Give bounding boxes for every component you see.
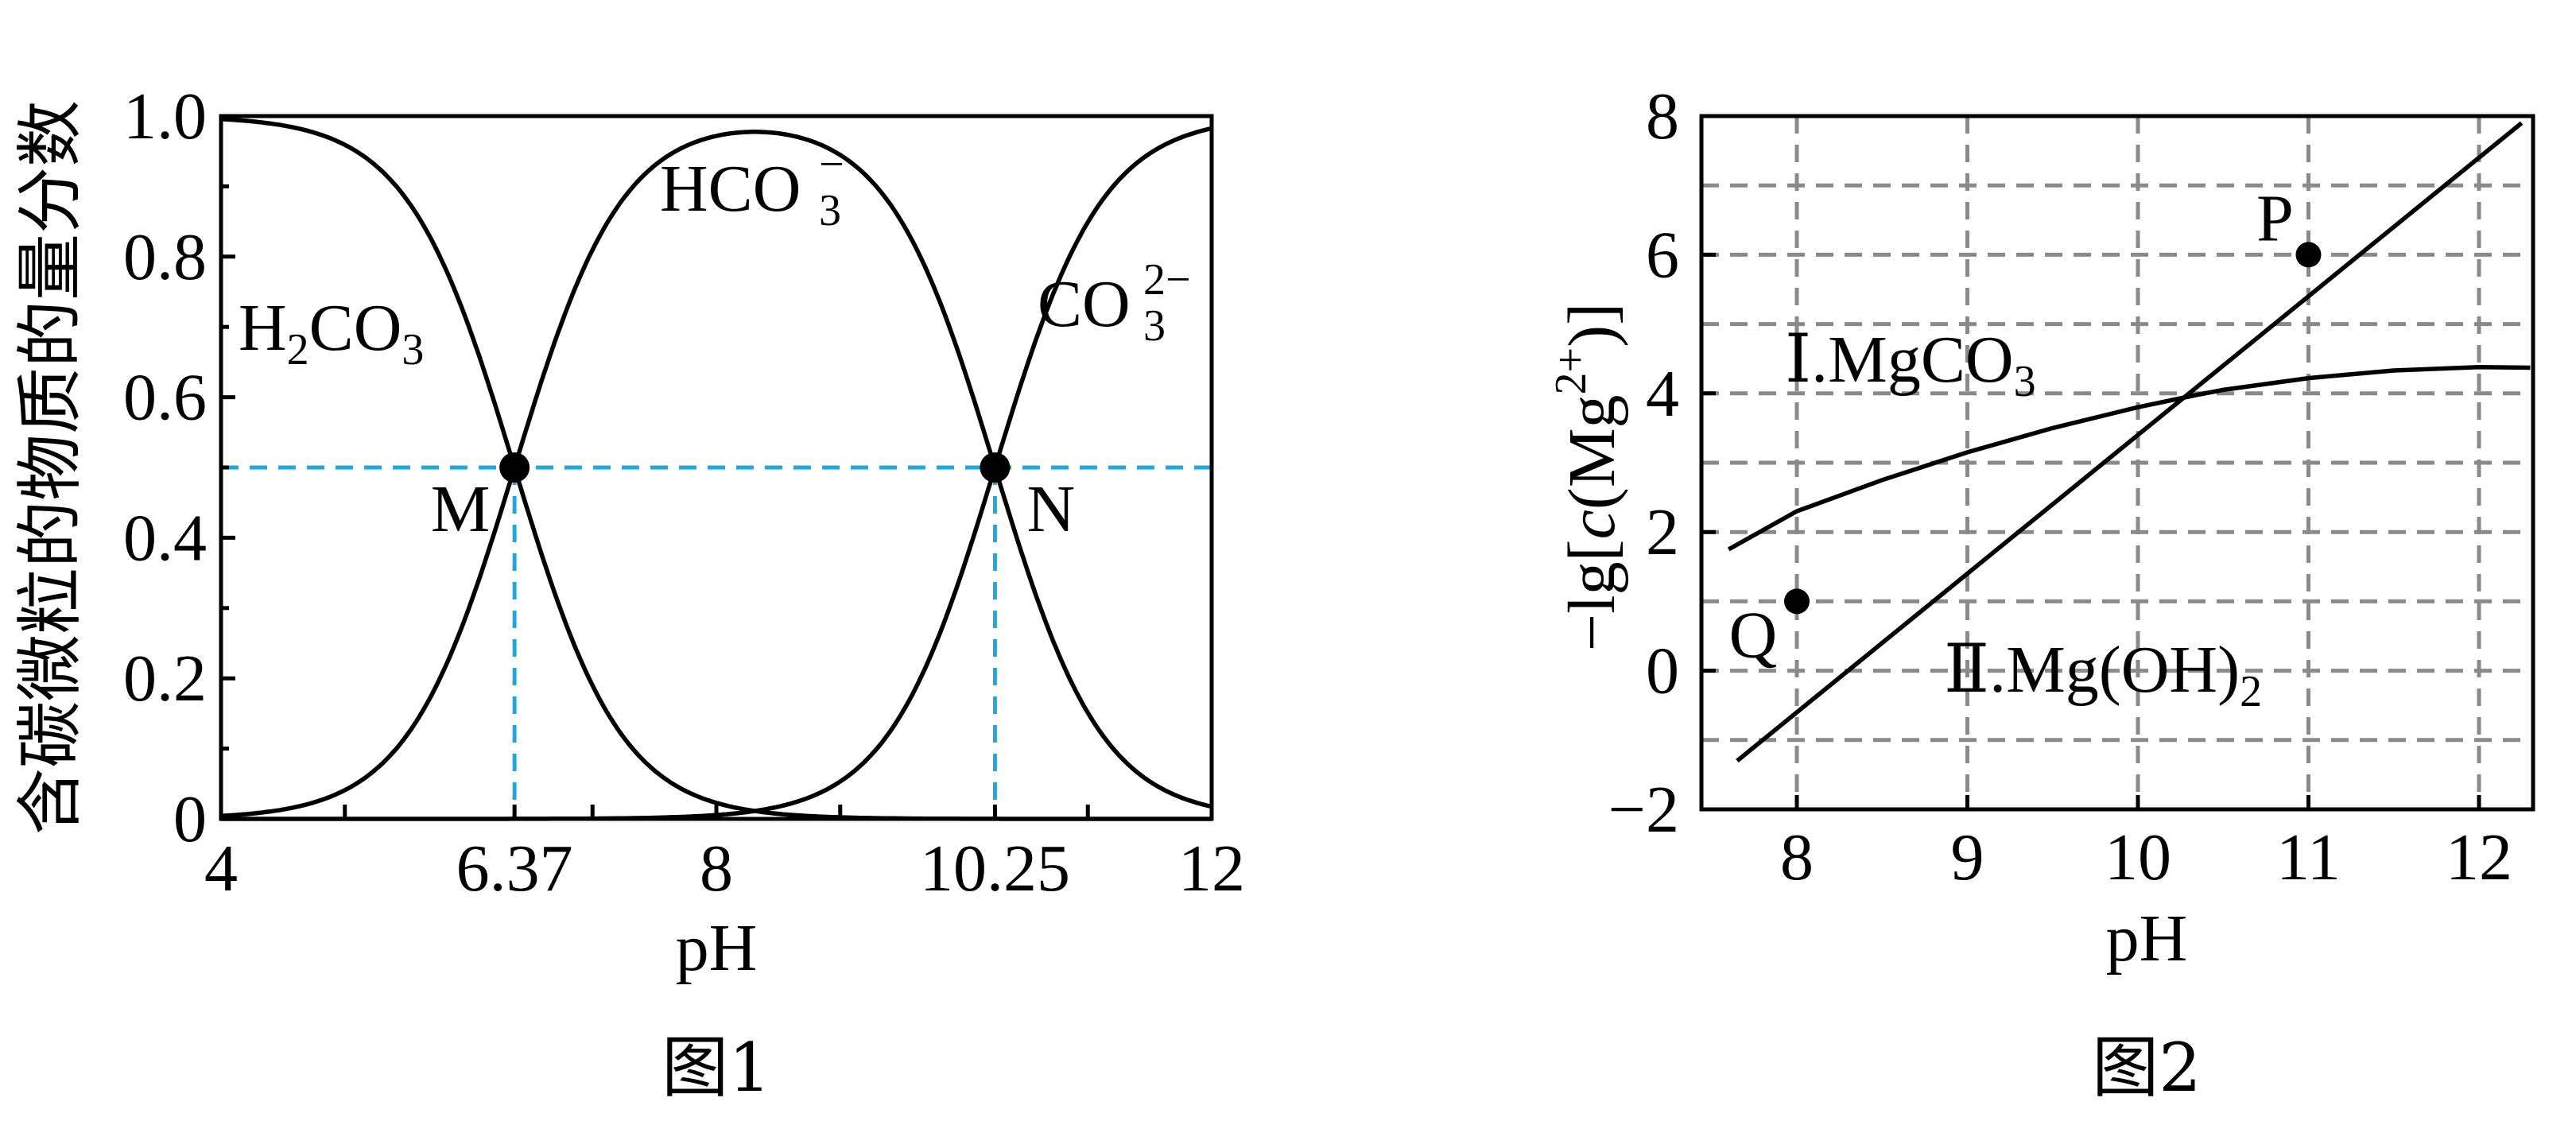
label-co3: CO 2− 3 <box>1038 255 1191 351</box>
x-tick-label: 4 <box>204 832 238 906</box>
y-tick-label-2: 6 <box>1646 218 1679 292</box>
axis-ticks: 4 6.37 8 10.25 12 0 0.2 0.4 0.6 0.8 1.0 <box>123 80 1245 906</box>
label-h2co3: H2CO3 <box>239 291 424 374</box>
y-axis-label: 含碳微粒的物质的量分数 <box>11 100 89 835</box>
x-tick-label: 8 <box>700 832 733 906</box>
plot-frame-2 <box>1699 114 2535 812</box>
point-label-Q: Q <box>1729 598 1778 672</box>
axis-ticks-2: 8 9 10 11 12 −2 0 2 4 6 8 <box>1608 80 2512 894</box>
solubility-lines <box>1727 121 2531 763</box>
label-hco3: HCO −3 <box>660 140 844 235</box>
label-mgco3: Ⅰ.MgCO3 <box>1785 323 2036 406</box>
x-tick-label-2: 12 <box>2446 820 2512 894</box>
marked-points: PQ <box>1729 181 2322 672</box>
point-Q <box>1784 588 1810 615</box>
point-label-P: P <box>2256 181 2294 255</box>
x-tick-label-2: 8 <box>1780 820 1814 894</box>
x-tick-label-2: 11 <box>2276 820 2341 894</box>
x-tick-label: 6.37 <box>456 832 573 906</box>
y-tick-label: 0 <box>173 782 207 856</box>
x-axis-label: pH <box>676 911 758 985</box>
y-tick-label-2: 2 <box>1646 495 1679 569</box>
y-tick-label: 1.0 <box>123 80 207 153</box>
y-tick-label: 0.2 <box>123 642 207 716</box>
curve-hco3 <box>220 130 1212 818</box>
series-1 <box>1736 121 2524 763</box>
y-axis-label-2: −lg[c(Mg2+)] <box>1546 303 1629 651</box>
y-tick-label-2: 4 <box>1646 357 1679 431</box>
y-tick-label: 0.8 <box>123 220 207 294</box>
point-label-N: N <box>1026 472 1075 546</box>
point-label-M: M <box>431 472 491 546</box>
x-tick-label: 12 <box>1178 832 1245 906</box>
y-tick-label: 0.4 <box>123 501 207 575</box>
y-tick-label-2: 0 <box>1646 634 1679 708</box>
figure-caption-1: 图1 <box>661 1029 770 1107</box>
x-tick-label-2: 10 <box>2105 820 2171 894</box>
y-tick-label: 0.6 <box>123 361 207 435</box>
y-tick-label-2: 8 <box>1646 80 1679 153</box>
figure-caption-2: 图2 <box>2092 1029 2201 1107</box>
y-tick-label-2: −2 <box>1608 773 1679 847</box>
x-axis-label-2: pH <box>2106 902 2188 976</box>
x-tick-label: 10.25 <box>920 832 1070 906</box>
point-P <box>2295 242 2322 268</box>
x-tick-label-2: 9 <box>1951 820 1984 894</box>
reference-lines <box>221 465 1212 819</box>
grid-lines <box>1701 116 2533 809</box>
point-N <box>980 452 1011 483</box>
label-mgoh2: Ⅱ.Mg(OH)2 <box>1944 633 2262 716</box>
series-0 <box>1727 364 2531 552</box>
point-M <box>499 452 530 483</box>
